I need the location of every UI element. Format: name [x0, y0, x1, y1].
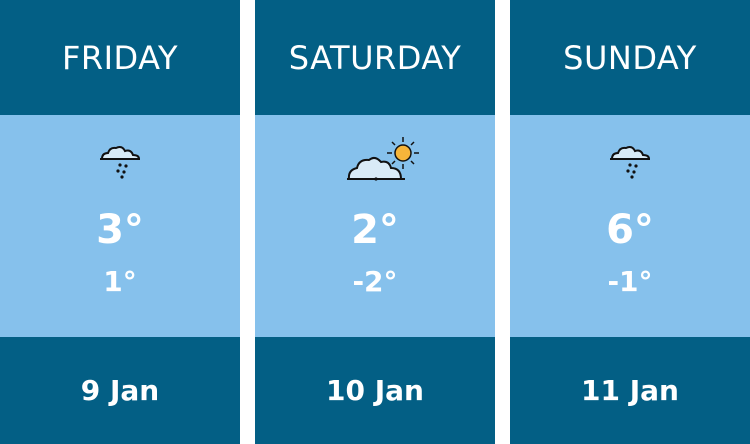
high-temp: 6°	[606, 207, 654, 253]
day-card-sunday: SUNDAY 6° -1° 11 Jan	[510, 0, 750, 444]
day-card-friday: FRIDAY 3° 1° 9 Jan	[0, 0, 240, 444]
low-temp: 1°	[103, 265, 137, 298]
day-card-saturday: SATURDAY 2° -2° 10 Jan	[255, 0, 495, 444]
day-name: FRIDAY	[0, 0, 240, 115]
cloud-rain-icon	[0, 143, 240, 179]
forecast-body: 2° -2°	[255, 115, 495, 337]
day-name: SATURDAY	[255, 0, 495, 115]
date: 9 Jan	[0, 337, 240, 444]
high-temp: 2°	[351, 207, 399, 253]
low-temp: -2°	[352, 265, 398, 298]
forecast-body: 6° -1°	[510, 115, 750, 337]
low-temp: -1°	[607, 265, 653, 298]
day-name: SUNDAY	[510, 0, 750, 115]
partly-sunny-icon	[263, 135, 503, 183]
high-temp: 3°	[96, 207, 144, 253]
cloud-rain-icon	[510, 143, 750, 179]
forecast-body: 3° 1°	[0, 115, 240, 337]
date: 10 Jan	[255, 337, 495, 444]
date: 11 Jan	[510, 337, 750, 444]
